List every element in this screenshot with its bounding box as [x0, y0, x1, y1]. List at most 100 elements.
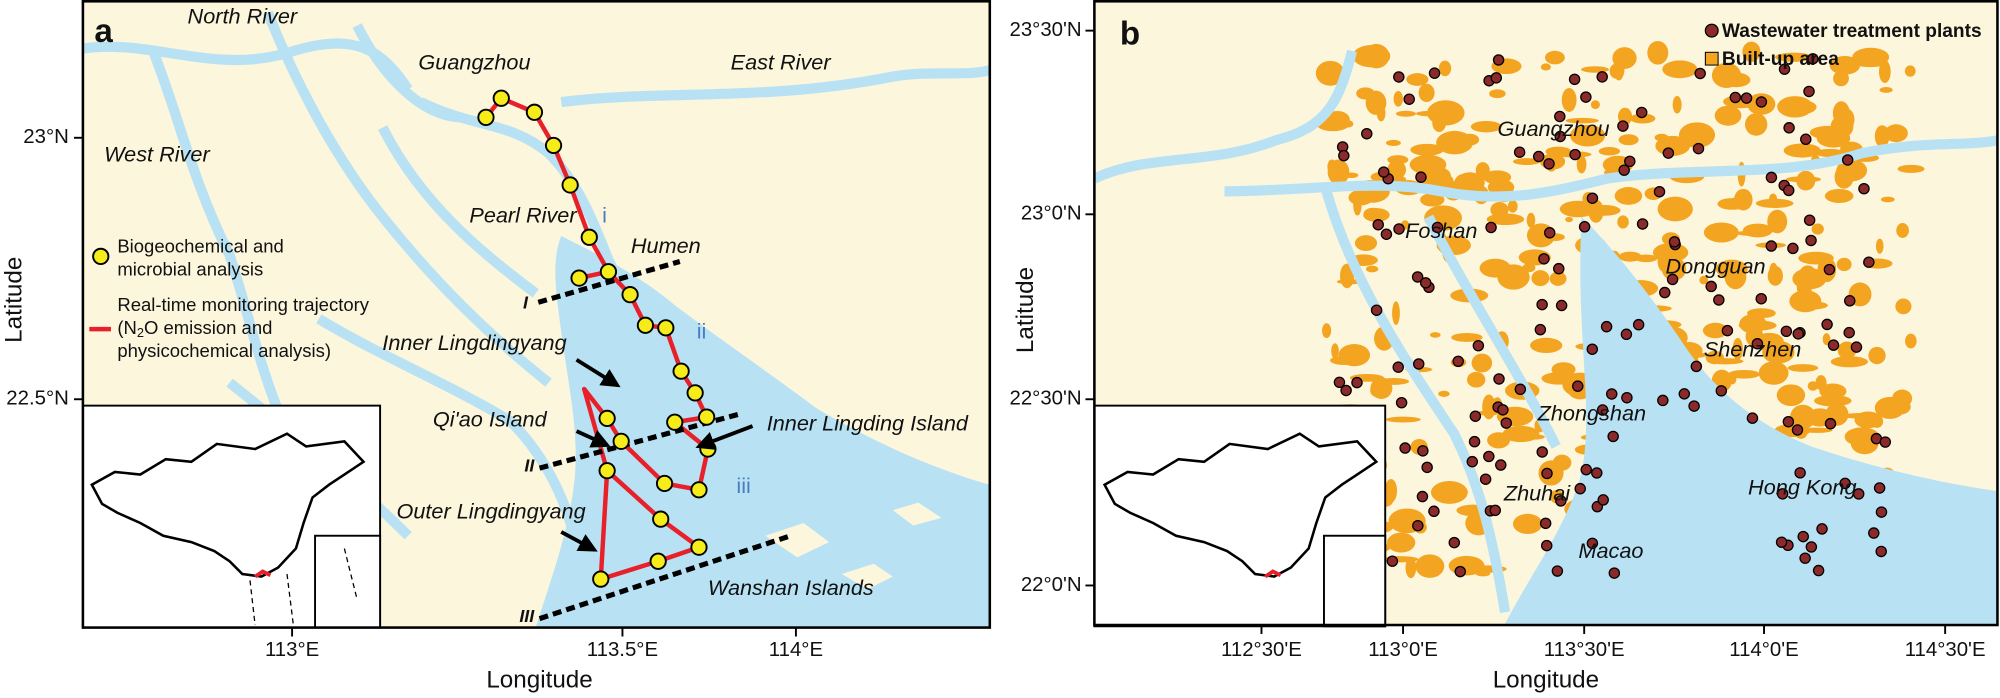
- wwtp: [1497, 404, 1509, 416]
- wwtp: [1393, 223, 1405, 235]
- wwtp: [1843, 326, 1855, 339]
- wwtp: [1873, 482, 1886, 494]
- built-up-patch: [1785, 176, 1822, 183]
- built-up-patch: [1365, 265, 1379, 273]
- wwtp: [1411, 271, 1424, 283]
- inset-south-sea: [1323, 534, 1387, 628]
- wwtp: [1431, 221, 1444, 234]
- wwtp: [1393, 71, 1405, 83]
- wwtp: [1392, 361, 1404, 373]
- sampling-point: [672, 362, 690, 380]
- built-up-patch: [1370, 383, 1391, 399]
- legend-text: Wastewater treatment plants: [1722, 21, 1982, 42]
- wwtp: [1805, 541, 1818, 553]
- transect-label: I: [523, 292, 529, 312]
- wwtp: [1597, 494, 1609, 506]
- legend-subscript: 2: [137, 326, 144, 341]
- built-up-patch: [1742, 41, 1761, 62]
- wwtp: [1776, 488, 1789, 500]
- frame-b: [1093, 0, 1999, 627]
- wwtp: [1554, 110, 1566, 123]
- wwtp: [1377, 166, 1390, 178]
- built-up-patch: [1565, 117, 1599, 124]
- built-up-patch: [1385, 139, 1401, 146]
- built-up-patch: [1327, 159, 1350, 185]
- wwtp: [1495, 459, 1507, 471]
- built-up-patch: [1629, 113, 1656, 124]
- legend-marker: [1704, 51, 1719, 66]
- built-up-patch: [1699, 275, 1709, 285]
- built-up-patch: [1889, 399, 1911, 415]
- wwtp: [1536, 446, 1548, 458]
- built-up-patch: [1884, 124, 1908, 143]
- wwtp: [1632, 318, 1645, 331]
- sampling-point: [686, 384, 704, 402]
- wwtp: [1794, 467, 1806, 479]
- wwtp: [1580, 463, 1592, 476]
- y-tick-label: 22°30'N: [1009, 388, 1081, 410]
- legend-text: O emission and: [144, 317, 272, 338]
- estuary: [535, 235, 990, 628]
- built-up-patch: [1569, 124, 1606, 147]
- built-up-patch: [1540, 63, 1551, 71]
- built-up-patch: [1376, 104, 1386, 122]
- built-up-patch: [1776, 384, 1806, 407]
- built-up-patch: [1755, 198, 1794, 209]
- arrow: [575, 358, 621, 388]
- built-up-patch: [1758, 361, 1789, 385]
- wwtp: [1591, 467, 1603, 479]
- wwtp: [1428, 67, 1441, 79]
- sampling-point: [649, 552, 667, 570]
- built-up-patch: [1657, 196, 1693, 222]
- wwtp: [1468, 435, 1481, 448]
- wwtp: [1586, 192, 1599, 204]
- built-up-patch: [1904, 65, 1916, 77]
- wwtp: [1351, 376, 1363, 389]
- built-up-patch: [1822, 333, 1831, 346]
- wwtp: [1554, 130, 1566, 143]
- wwtp: [1403, 93, 1415, 105]
- x-tick-label: 112°30'E: [1221, 639, 1302, 661]
- sampling-point: [655, 474, 674, 493]
- built-up-patch: [1406, 73, 1429, 86]
- sampling-point: [612, 432, 630, 450]
- study-area: [254, 569, 272, 579]
- wwtp: [1361, 127, 1373, 140]
- place-label: Dongguan: [1666, 254, 1766, 279]
- wwtp: [1827, 339, 1840, 351]
- built-up-patch: [1526, 212, 1536, 228]
- sampling-point: [652, 510, 670, 528]
- wwtp: [1412, 519, 1424, 532]
- wwtp: [1635, 106, 1648, 119]
- y-tick-label: 22.5°N: [6, 388, 69, 410]
- region-label: ii: [697, 319, 707, 344]
- wwtp: [1653, 185, 1666, 198]
- built-up-patch: [1436, 130, 1474, 155]
- wwtp: [1636, 218, 1649, 230]
- wwtp: [1778, 63, 1791, 75]
- wwtp: [1448, 536, 1461, 549]
- china-outline: [1102, 432, 1379, 578]
- wwtp: [1386, 555, 1399, 567]
- place-label: Zhongshan: [1537, 400, 1646, 425]
- wwtp: [1466, 455, 1479, 468]
- wwtp: [1417, 445, 1429, 457]
- wwtp: [1534, 323, 1547, 336]
- built-up-patch: [1798, 251, 1834, 265]
- built-up-patch: [1322, 323, 1332, 339]
- place-label: Wanshan Islands: [708, 575, 874, 600]
- wwtp: [1662, 147, 1675, 159]
- place-label: Zhuhai: [1503, 481, 1571, 506]
- panel-label: a: [94, 13, 113, 50]
- legend-marker: [1704, 23, 1719, 38]
- frame-a: [81, 0, 992, 629]
- sampling-point: [592, 570, 610, 588]
- built-up-patch: [1565, 216, 1573, 223]
- wwtp: [1657, 394, 1669, 407]
- wwtp: [1807, 53, 1819, 65]
- wwtp: [1783, 122, 1795, 134]
- wwtp: [1775, 536, 1788, 548]
- wwtp: [1543, 158, 1555, 170]
- wwtp: [1765, 171, 1778, 184]
- wwtp: [1596, 404, 1609, 416]
